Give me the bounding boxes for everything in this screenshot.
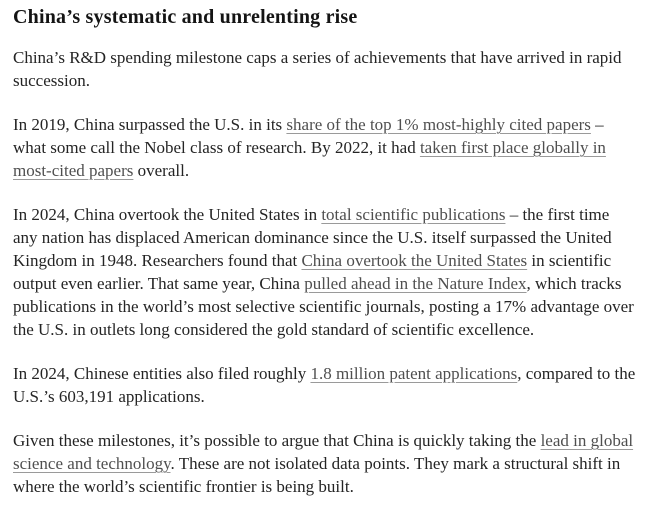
link-total-scientific-publications[interactable]: total scientific publications bbox=[321, 205, 506, 224]
text-run: . These are not isolated data points. Th… bbox=[13, 454, 621, 496]
link-top-1pct-cited-papers[interactable]: share of the top 1% most-highly cited pa… bbox=[286, 115, 591, 134]
text-run: – what some call the Nobel class of rese… bbox=[13, 115, 604, 157]
text-run: in scientific output even earlier. That … bbox=[13, 251, 612, 293]
text-run: In 2024, China overtook the United State… bbox=[13, 205, 322, 224]
text-run: In 2024, Chinese entities also filed rou… bbox=[13, 364, 311, 383]
paragraph-cited-papers: In 2019, China surpassed the U.S. in its… bbox=[13, 113, 638, 182]
text-run: Given these milestones, it’s possible to… bbox=[13, 431, 541, 450]
paragraph-publications: In 2024, China overtook the United State… bbox=[13, 203, 638, 341]
link-patent-applications[interactable]: 1.8 million patent applications bbox=[310, 364, 518, 383]
text-run: , compared to the U.S.’s 603,191 applica… bbox=[13, 364, 636, 406]
article: China’s systematic and unrelenting rise … bbox=[13, 6, 638, 498]
page-title: China’s systematic and unrelenting rise bbox=[13, 6, 358, 28]
link-china-overtook-united-states[interactable]: China overtook the United States bbox=[301, 251, 528, 270]
text-run: China’s R&D spending milestone caps a se… bbox=[13, 48, 622, 90]
paragraph-conclusion: Given these milestones, it’s possible to… bbox=[13, 429, 638, 498]
text-run: In 2019, China surpassed the U.S. in its bbox=[13, 115, 287, 134]
link-first-place-most-cited-papers[interactable]: taken first place globally in most-cited… bbox=[13, 138, 606, 180]
text-run: – the first time any nation has displace… bbox=[13, 205, 612, 270]
paragraph-patents: In 2024, Chinese entities also filed rou… bbox=[13, 362, 638, 408]
link-lead-global-science-technology[interactable]: lead in global science and technology bbox=[13, 431, 634, 473]
paragraph-intro: China’s R&D spending milestone caps a se… bbox=[13, 46, 638, 92]
text-run: , which tracks publications in the world… bbox=[13, 274, 634, 339]
link-pulled-ahead-nature-index[interactable]: pulled ahead in the Nature Index bbox=[304, 274, 527, 293]
text-run: overall. bbox=[133, 161, 190, 180]
